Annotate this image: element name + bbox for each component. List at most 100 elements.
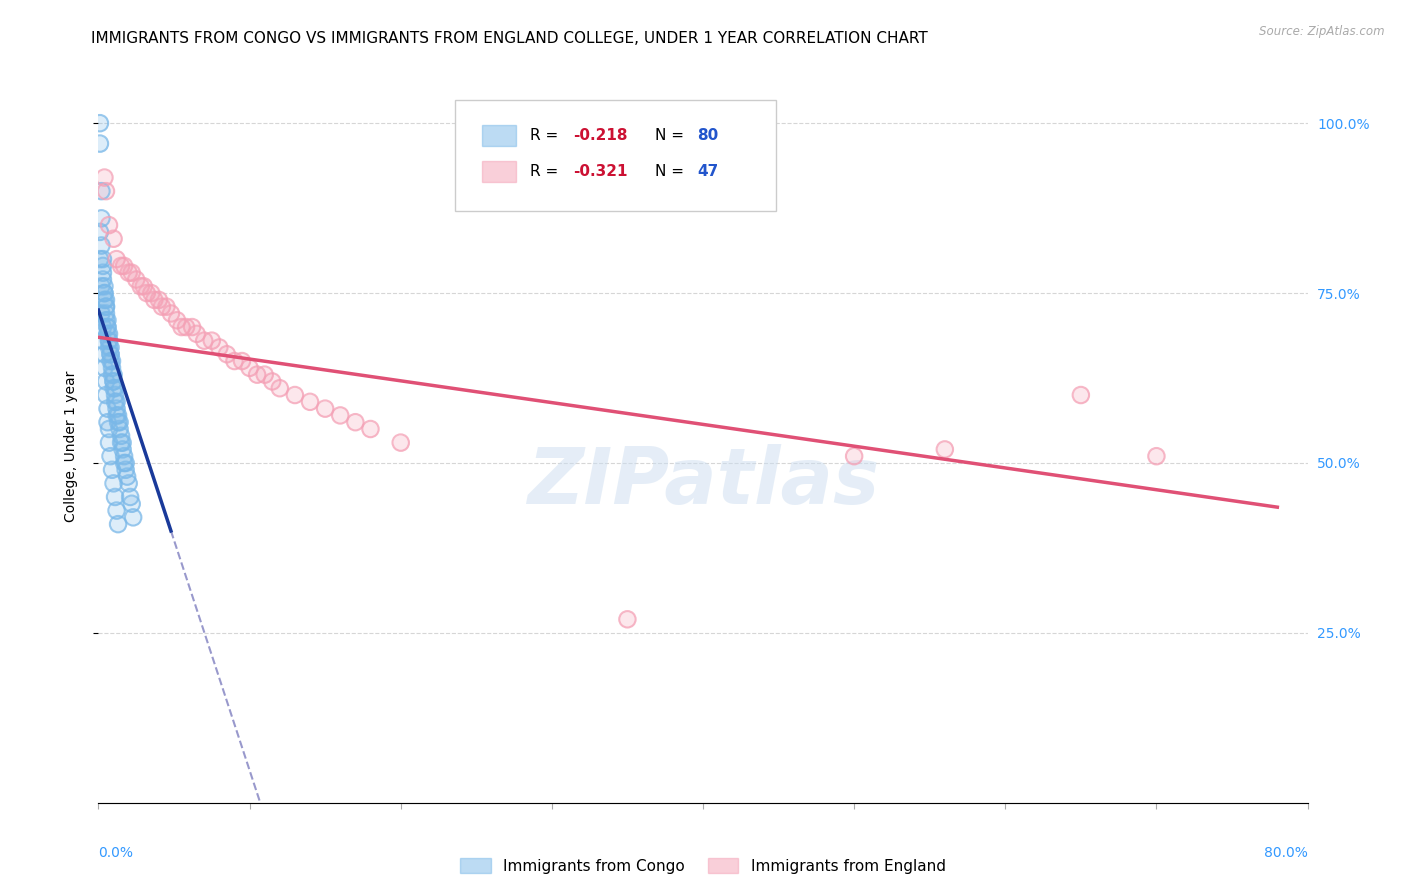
- Point: [98, 435, 121, 450]
- Point: [105, 394, 128, 409]
- Point: [105, 409, 128, 423]
- Point: [121, 497, 143, 511]
- Point: [94, 306, 117, 320]
- Point: [96, 320, 118, 334]
- Point: [91, 320, 114, 334]
- Point: [103, 381, 125, 395]
- Point: [94, 375, 117, 389]
- FancyBboxPatch shape: [482, 161, 516, 182]
- Point: [121, 266, 143, 280]
- Point: [93, 286, 115, 301]
- Point: [122, 510, 145, 524]
- Point: [94, 184, 117, 198]
- FancyBboxPatch shape: [482, 125, 516, 146]
- Point: [98, 218, 121, 232]
- Point: [94, 293, 117, 307]
- Point: [91, 259, 114, 273]
- Point: [118, 266, 141, 280]
- Point: [215, 347, 238, 361]
- Point: [103, 232, 125, 246]
- Point: [269, 381, 291, 395]
- Point: [155, 300, 177, 314]
- Point: [143, 293, 166, 307]
- Point: [104, 381, 127, 395]
- Point: [96, 401, 118, 416]
- Point: [94, 306, 117, 320]
- Point: [104, 490, 127, 504]
- Point: [110, 259, 132, 273]
- Point: [160, 306, 183, 320]
- Point: [101, 360, 124, 375]
- Point: [96, 320, 118, 334]
- Point: [110, 435, 132, 450]
- Point: [105, 409, 128, 423]
- Point: [118, 266, 141, 280]
- Point: [125, 272, 148, 286]
- Point: [114, 463, 136, 477]
- Point: [110, 259, 132, 273]
- Point: [96, 401, 118, 416]
- Point: [141, 286, 163, 301]
- Point: [181, 320, 204, 334]
- Point: [166, 313, 188, 327]
- Point: [105, 401, 128, 416]
- Point: [132, 279, 155, 293]
- Point: [91, 252, 114, 266]
- Point: [103, 368, 125, 382]
- Point: [93, 360, 115, 375]
- Point: [96, 313, 118, 327]
- Point: [94, 388, 117, 402]
- Point: [96, 326, 118, 341]
- Point: [94, 300, 117, 314]
- Point: [111, 435, 134, 450]
- Point: [101, 354, 124, 368]
- Point: [193, 334, 215, 348]
- Point: [1070, 388, 1092, 402]
- Point: [96, 415, 118, 429]
- Point: [94, 375, 117, 389]
- Point: [314, 401, 336, 416]
- Point: [101, 360, 124, 375]
- Point: [93, 347, 115, 361]
- Point: [90, 238, 112, 252]
- Point: [91, 334, 114, 348]
- Point: [208, 341, 231, 355]
- Point: [344, 415, 367, 429]
- Point: [1144, 449, 1167, 463]
- Point: [125, 272, 148, 286]
- Point: [224, 354, 246, 368]
- Point: [115, 469, 138, 483]
- Point: [329, 409, 352, 423]
- Point: [111, 442, 134, 457]
- Point: [120, 490, 142, 504]
- Point: [114, 463, 136, 477]
- Point: [160, 306, 183, 320]
- Point: [112, 259, 135, 273]
- Point: [96, 320, 118, 334]
- Point: [103, 368, 125, 382]
- Point: [90, 238, 112, 252]
- Point: [103, 375, 125, 389]
- Point: [103, 375, 125, 389]
- Text: N =: N =: [655, 128, 689, 143]
- Point: [108, 422, 131, 436]
- Point: [98, 435, 121, 450]
- Text: -0.321: -0.321: [574, 164, 628, 178]
- Point: [96, 320, 118, 334]
- Point: [110, 435, 132, 450]
- Point: [98, 422, 121, 436]
- Point: [103, 375, 125, 389]
- Point: [90, 184, 112, 198]
- Point: [90, 279, 112, 293]
- Point: [239, 360, 262, 375]
- Point: [105, 401, 128, 416]
- Text: -0.218: -0.218: [574, 128, 628, 143]
- Point: [96, 326, 118, 341]
- Point: [111, 435, 134, 450]
- Point: [98, 218, 121, 232]
- Point: [150, 300, 173, 314]
- Point: [94, 293, 117, 307]
- Point: [101, 368, 124, 382]
- Text: ZIPatlas: ZIPatlas: [527, 443, 879, 520]
- Point: [90, 306, 112, 320]
